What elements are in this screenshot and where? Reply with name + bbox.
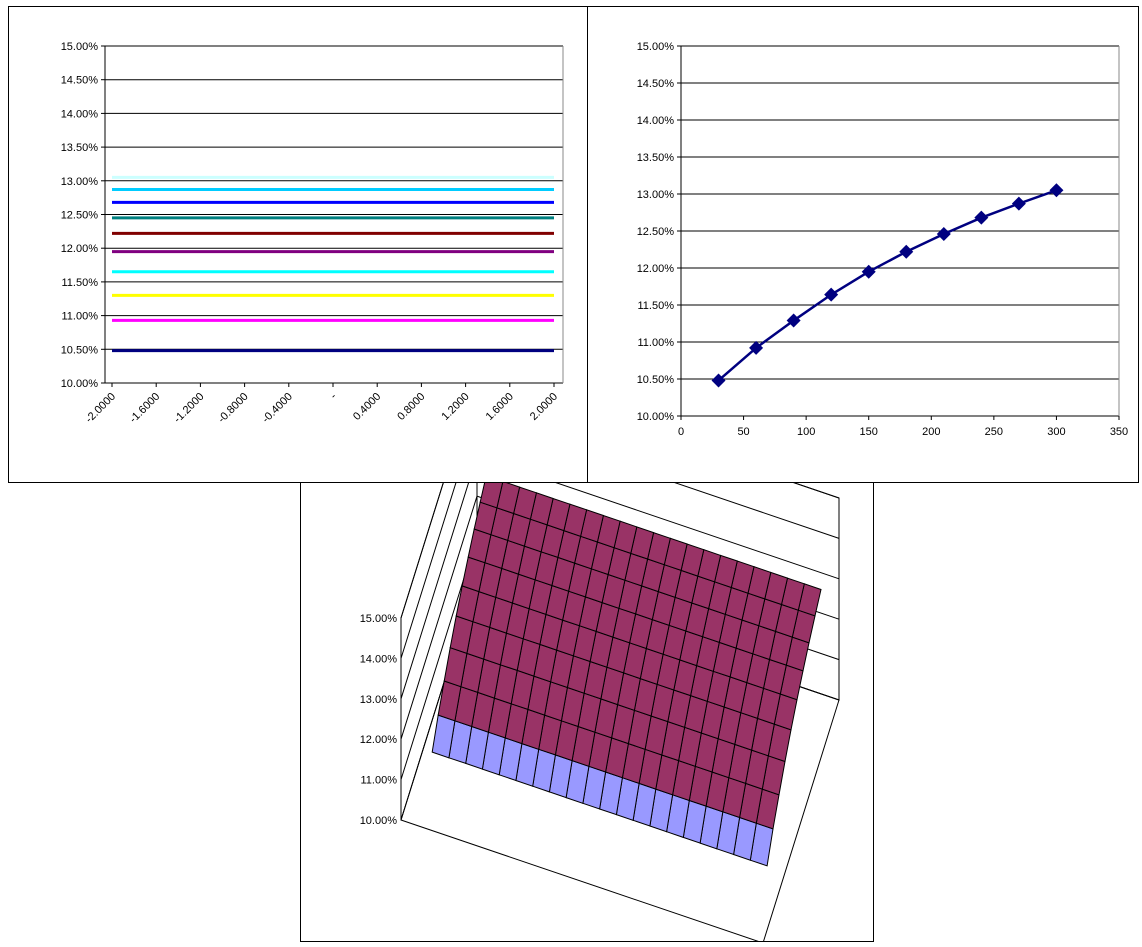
y-tick-label: 10.00%: [637, 411, 675, 423]
y-tick-label: 13.50%: [61, 142, 99, 154]
y-tick-label: 12.00%: [61, 243, 99, 255]
z-tick-label: 14.00%: [360, 653, 398, 665]
x-tick-label: 0: [678, 426, 684, 438]
y-tick-label: 15.00%: [637, 41, 675, 53]
y-tick-label: 13.00%: [637, 189, 675, 201]
x-tick-label: 350: [1110, 426, 1128, 438]
y-tick-label: 11.00%: [638, 337, 675, 349]
y-tick-label: 12.50%: [61, 210, 99, 222]
surface-cell: [479, 483, 504, 509]
gridline: [400, 483, 840, 659]
z-tick-label: 12.00%: [360, 734, 398, 746]
x-tick-label: 2.0000: [528, 391, 560, 423]
data-point: [974, 210, 989, 225]
x-tick-label: -0.8000: [216, 391, 251, 426]
x-tick-label: 1.2000: [439, 391, 471, 423]
data-point: [1011, 196, 1026, 211]
surface-chart: 10.00% 11.00% 12.00% 13.00% 14.00% 15.00%: [360, 483, 840, 941]
x-tick-label: 0.4000: [351, 391, 383, 423]
y-tick-label: 13.50%: [637, 152, 675, 164]
y-tick-label: 14.50%: [637, 78, 675, 90]
y-tick-label: 15.00%: [61, 41, 99, 53]
y-tick-label: 10.50%: [637, 374, 675, 386]
x-tick-label: -1.6000: [127, 391, 162, 426]
x-tick-label: -: [328, 390, 339, 401]
z-tick-label: 10.00%: [360, 815, 398, 827]
data-point: [711, 373, 726, 388]
data-point: [824, 287, 839, 302]
data-point: [861, 264, 876, 279]
y-tick-label: 13.00%: [61, 176, 99, 188]
flat-lines-chart-panel: 10.00% 10.50% 11.00% 11.50% 12.00% 12.50% 13.0…: [8, 6, 588, 483]
x-tick-label: 0.8000: [395, 391, 427, 423]
y-tick-label: 12.50%: [637, 226, 675, 238]
series-line: [717, 189, 1057, 382]
data-point: [936, 226, 951, 241]
z-tick-label: 13.00%: [360, 694, 398, 706]
x-tick-label: -1.2000: [172, 391, 207, 426]
z-tick-label: 11.00%: [361, 775, 398, 787]
x-tick-label: 300: [1047, 426, 1065, 438]
x-tick-label: 150: [860, 426, 878, 438]
y-tick-label: 14.50%: [61, 75, 99, 87]
x-tick-label: 1.6000: [484, 391, 516, 423]
gridline: [400, 483, 840, 699]
y-tick-label: 10.50%: [61, 344, 99, 356]
data-point: [1049, 183, 1064, 198]
x-tick-label: 200: [922, 426, 940, 438]
y-tick-label: 10.00%: [61, 378, 99, 390]
scatter-chart: 10.00% 10.50% 11.00% 11.50% 12.00% 12.50% 13.0…: [637, 41, 1128, 438]
x-tick-label: 100: [797, 426, 815, 438]
scatter-chart-panel: 10.00% 10.50% 11.00% 11.50% 12.00% 12.50% 13.0…: [587, 6, 1139, 483]
y-tick-label: 14.00%: [61, 108, 99, 120]
x-tick-label: 50: [737, 426, 749, 438]
gridline: [400, 483, 840, 619]
data-point: [899, 244, 914, 259]
y-tick-label: 12.00%: [637, 263, 675, 275]
z-tick-label: 15.00%: [360, 613, 398, 625]
data-point: [749, 340, 764, 355]
x-tick-label: 250: [985, 426, 1003, 438]
y-tick-label: 14.00%: [637, 115, 675, 127]
x-tick-label: -0.4000: [260, 391, 295, 426]
x-tick-label: -2.0000: [83, 391, 118, 426]
data-point: [786, 313, 801, 328]
surface-chart-panel: 10.00% 11.00% 12.00% 13.00% 14.00% 15.00%: [300, 482, 874, 942]
flat-lines-chart: 10.00% 10.50% 11.00% 11.50% 12.00% 12.50% 13.0…: [61, 41, 564, 426]
y-tick-label: 11.50%: [62, 277, 99, 289]
y-tick-label: 11.00%: [62, 311, 99, 323]
y-tick-label: 11.50%: [638, 300, 675, 312]
